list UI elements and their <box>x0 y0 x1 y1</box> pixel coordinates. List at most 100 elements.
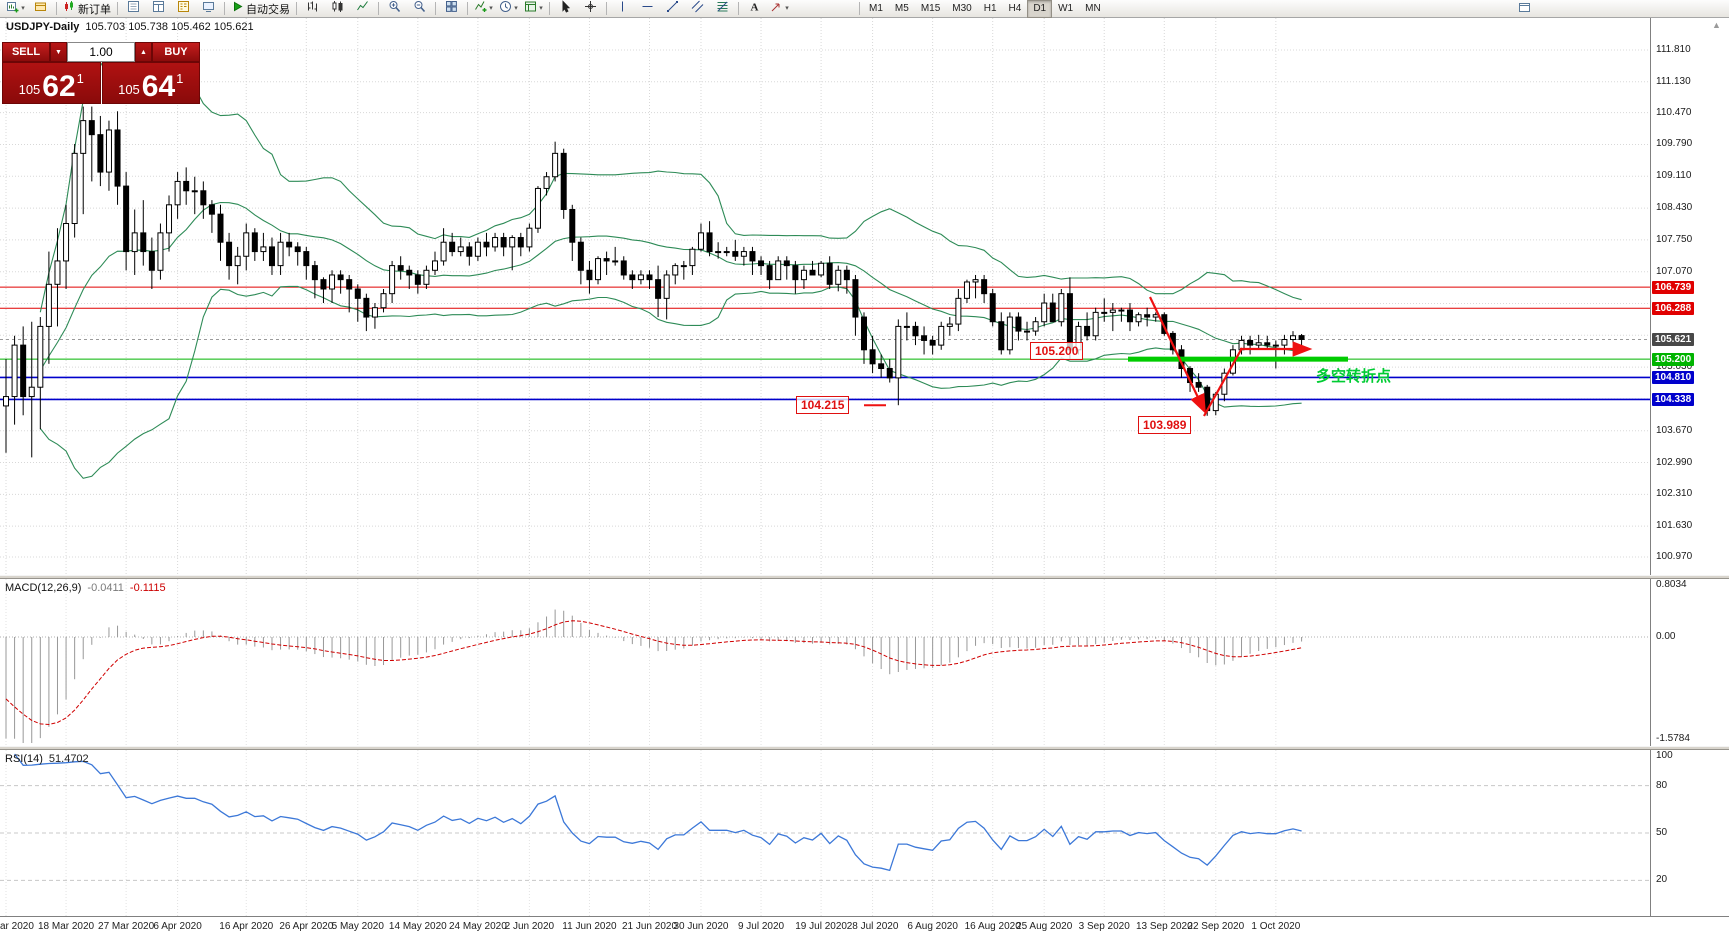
price-axis-label: 103.670 <box>1656 425 1693 436</box>
macd-axis-label: 0.8034 <box>1656 579 1687 590</box>
price-annotation-103989[interactable]: 103.989 <box>1138 416 1192 434</box>
price-axis-badge: 106.288 <box>1652 302 1695 315</box>
time-axis-label: 30 Jun 2020 <box>673 921 729 932</box>
timeframe-h4-button[interactable]: H4 <box>1008 3 1022 14</box>
rsi-chart[interactable] <box>0 750 1650 916</box>
price-axis[interactable]: 111.810 111.130 110.470 109.790 109.110 108.4… <box>1650 18 1729 575</box>
time-axis-label: 26 Apr 2020 <box>279 921 334 932</box>
turning-point-annotation[interactable]: 多空转折点 <box>1316 368 1392 385</box>
macd-grid-layer <box>0 579 1650 746</box>
toolbar-separator <box>549 2 550 15</box>
new-order-button[interactable]: 新订单 <box>60 0 114 18</box>
volume-increase-button[interactable]: ▲ <box>135 42 152 62</box>
auto-trading-icon <box>231 0 244 18</box>
cursor-button[interactable] <box>553 0 578 18</box>
svg-text:A: A <box>751 1 759 13</box>
scroll-up-icon[interactable]: ▲ <box>1712 20 1721 30</box>
arrows-button[interactable]: ▾ <box>767 0 792 18</box>
hline-icon <box>641 0 654 18</box>
time-axis-label: 24 May 2020 <box>448 921 507 932</box>
equidistant-channel-button[interactable] <box>685 0 710 18</box>
new-chart-button[interactable]: ▾ <box>3 0 28 18</box>
channel-icon <box>691 0 704 18</box>
crosshair-icon <box>584 0 597 18</box>
chart-window-button[interactable] <box>1512 1 1537 19</box>
text-button[interactable]: A <box>742 0 767 18</box>
time-axis-label: ar 2020 <box>0 921 34 932</box>
arrows-icon <box>770 0 783 18</box>
trendline-icon <box>666 0 679 18</box>
timeframe-h1-button[interactable]: H1 <box>983 3 997 14</box>
tile-windows-button[interactable] <box>439 0 464 18</box>
trendline-button[interactable] <box>660 0 685 18</box>
macd-axis[interactable]: 0.8034 0.00 -1.5784 <box>1650 579 1729 746</box>
timeframe-d1-button[interactable]: D1 <box>1027 0 1053 18</box>
bar-chart-mode-button[interactable] <box>300 0 325 18</box>
templates-button[interactable]: ▾ <box>521 0 546 18</box>
price-axis-label: 102.990 <box>1656 457 1693 468</box>
new-order-label: 新订单 <box>78 3 111 16</box>
panel-splitter[interactable] <box>0 575 1729 579</box>
profiles-button[interactable] <box>28 0 53 18</box>
toolbar-separator <box>738 2 739 15</box>
zoom-out-button[interactable] <box>407 0 432 18</box>
time-axis-label: 6 Aug 2020 <box>907 921 958 932</box>
sell-price-button[interactable]: 105 62 1 <box>2 62 101 104</box>
macd-chart[interactable] <box>0 579 1650 746</box>
timeframe-m5-button[interactable]: M5 <box>894 3 909 14</box>
price-annotation-104215[interactable]: 104.215 <box>796 396 850 414</box>
timeframe-m15-button[interactable]: M15 <box>920 3 941 14</box>
timeframe-m30-button[interactable]: M30 <box>952 3 972 14</box>
drawings-layer <box>864 296 1348 417</box>
volume-input[interactable] <box>67 42 135 62</box>
timeframe-m1-button[interactable]: M1 <box>869 3 883 14</box>
new-order-icon <box>63 0 76 18</box>
time-axis-label: 22 Sep 2020 <box>1187 921 1245 932</box>
sell-button[interactable]: SELL <box>2 42 50 62</box>
rsi-axis[interactable]: 100 80 50 20 <box>1650 750 1729 916</box>
price-annotation-105200[interactable]: 105.200 <box>1030 342 1084 360</box>
toolbar-separator <box>859 2 860 15</box>
timeframe-w1-button[interactable]: W1 <box>1058 3 1074 14</box>
line-chart-mode-button[interactable] <box>350 0 375 18</box>
auto-trading-button[interactable]: 自动交易 <box>228 0 293 18</box>
sell-price-pip: 1 <box>76 71 84 86</box>
price-chart[interactable] <box>0 18 1650 575</box>
time-axis-label: 16 Aug 2020 <box>964 921 1021 932</box>
data-window-button[interactable] <box>146 0 171 18</box>
toolbar-separator <box>56 2 57 15</box>
buy-price-button[interactable]: 105 64 1 <box>101 62 200 104</box>
indicators-button[interactable]: ▾ <box>471 0 496 18</box>
timeframe-mn-button[interactable]: MN <box>1085 3 1101 14</box>
rsi-axis-label: 80 <box>1656 780 1668 791</box>
navigator-button[interactable] <box>171 0 196 18</box>
buy-button[interactable]: BUY <box>152 42 200 62</box>
templates-icon <box>524 0 537 18</box>
market-watch-button[interactable] <box>121 0 146 18</box>
bollinger-bands-layer <box>39 48 1302 479</box>
candlestick-mode-button[interactable] <box>325 0 350 18</box>
zoom-in-button[interactable] <box>382 0 407 18</box>
toolbar-separator <box>467 2 468 15</box>
horizontal-line-button[interactable] <box>635 0 660 18</box>
chevron-down-icon: ▾ <box>489 4 493 12</box>
periods-button[interactable]: ▾ <box>496 0 521 18</box>
time-axis-label: 2 Jun 2020 <box>504 921 555 932</box>
support-zone-highlight <box>1128 356 1348 362</box>
price-axis-label: 107.750 <box>1656 234 1693 245</box>
time-axis-label: 6 Apr 2020 <box>153 921 202 932</box>
time-axis-label: 5 May 2020 <box>331 921 384 932</box>
macd-histogram-layer <box>5 609 1303 743</box>
macd-axis-label: 0.00 <box>1656 631 1676 642</box>
rsi-label: RSI(14) 51.4702 <box>5 753 89 765</box>
time-axis-label: 9 Jul 2020 <box>737 921 785 932</box>
crosshair-button[interactable] <box>578 0 603 18</box>
terminal-button[interactable] <box>196 0 221 18</box>
time-axis[interactable]: ar 2020 18 Mar 2020 27 Mar 2020 6 Apr 2020 1… <box>0 916 1729 938</box>
vertical-line-button[interactable] <box>610 0 635 18</box>
panel-splitter[interactable] <box>0 746 1729 750</box>
fibonacci-button[interactable] <box>710 0 735 18</box>
terminal-icon <box>202 0 215 18</box>
volume-decrease-button[interactable]: ▼ <box>50 42 67 62</box>
chevron-down-icon: ▾ <box>539 4 543 12</box>
